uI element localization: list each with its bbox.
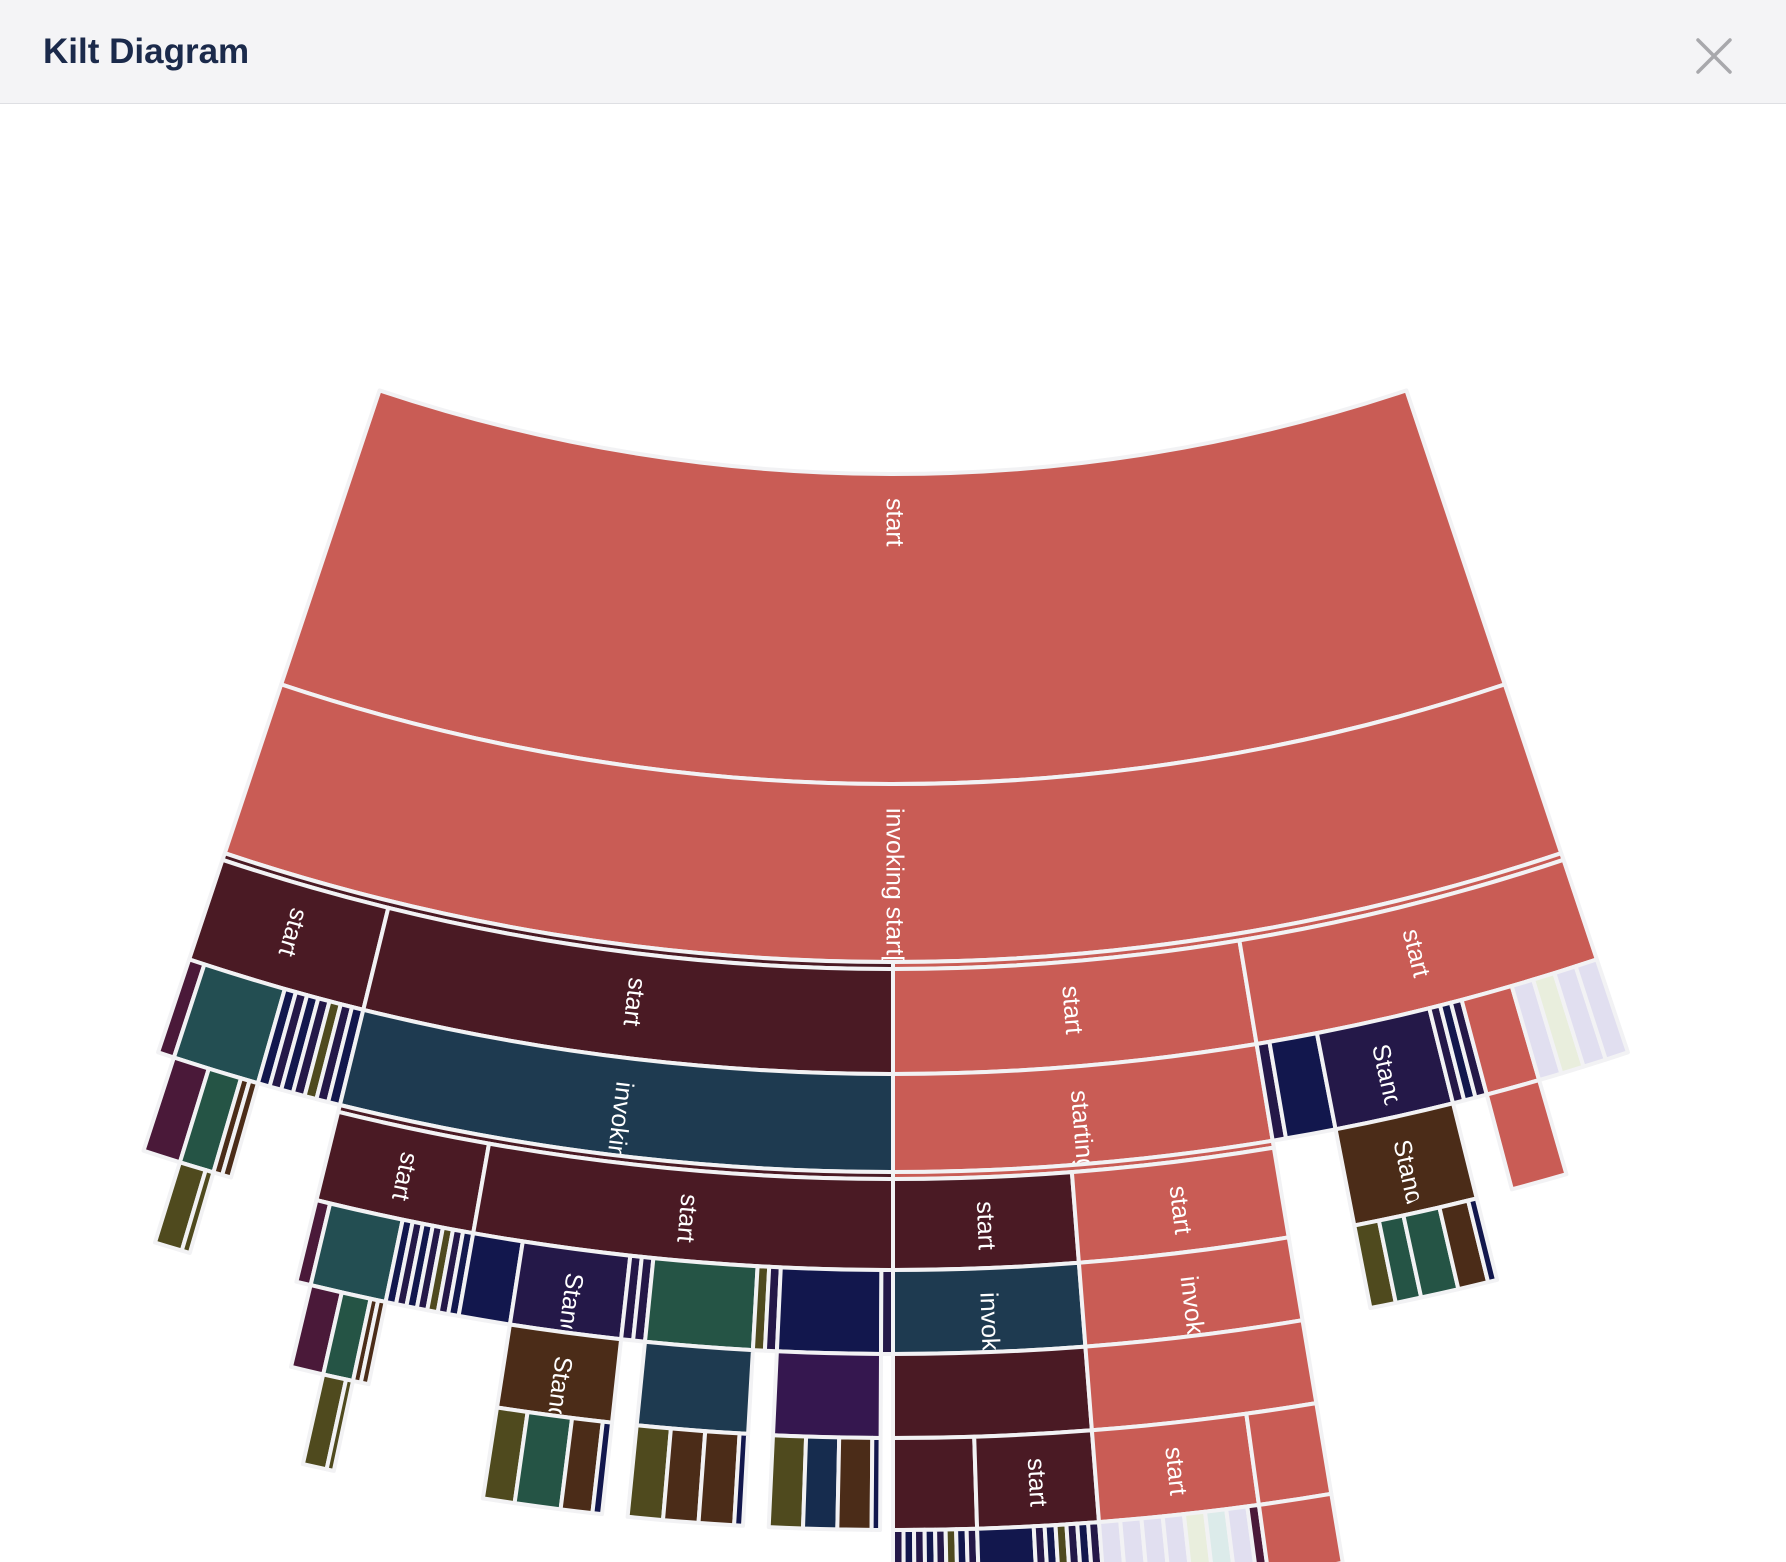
kilt-node-d11c[interactable] — [1139, 1514, 1170, 1562]
kilt-node-label: start — [618, 976, 652, 1028]
kilt-node-d11b[interactable] — [1118, 1516, 1148, 1562]
kilt-node-label: start — [671, 1193, 703, 1244]
kilt-node-label: start — [1022, 1457, 1053, 1507]
modal-title: Kilt Diagram — [43, 32, 250, 71]
kilt-node-b81c[interactable] — [835, 1435, 875, 1532]
kilt-node-label: start — [1056, 985, 1088, 1036]
kilt-node-r2g1[interactable] — [1484, 1078, 1569, 1192]
kilt-node-d11h[interactable] — [1245, 1502, 1269, 1562]
kilt-node-label: start — [971, 1201, 1001, 1251]
kilt-node-b81d[interactable] — [869, 1435, 883, 1532]
kilt-node-c1c[interactable] — [891, 1344, 1094, 1440]
kilt-node-d11e[interactable] — [1181, 1509, 1213, 1562]
kilt-node-start-root[interactable] — [279, 388, 1507, 786]
kilt-node-l1b2b[interactable] — [179, 1168, 216, 1255]
kilt-node-c11e[interactable] — [933, 1527, 949, 1562]
close-button[interactable] — [1688, 30, 1740, 82]
kilt-node-d12a[interactable] — [1256, 1491, 1345, 1562]
kilt-node-b51d[interactable] — [732, 1431, 751, 1528]
kilt-node-label: invoking start[] — [880, 808, 908, 969]
kilt-node-b51[interactable] — [634, 1339, 755, 1436]
kilt-node-d11d[interactable] — [1160, 1512, 1192, 1562]
kilt-node-b81b[interactable] — [801, 1434, 842, 1532]
kilt-node-r2c1e[interactable] — [1466, 1196, 1499, 1285]
kilt-node-c11b[interactable] — [901, 1527, 917, 1562]
kilt-node-a24[interactable] — [358, 1298, 388, 1387]
kilt-node-c11f[interactable] — [943, 1527, 959, 1562]
kilt-node-c12a[interactable] — [975, 1524, 1038, 1562]
kilt-node-label: start — [1163, 1184, 1197, 1236]
kilt-node-d11a[interactable] — [1097, 1518, 1126, 1562]
kilt-node-label: start — [1159, 1445, 1192, 1496]
modal-header: Kilt Diagram — [0, 0, 1786, 104]
kilt-node-b21d[interactable] — [590, 1419, 614, 1517]
close-icon — [1696, 38, 1732, 74]
kilt-node-b8[interactable] — [774, 1265, 884, 1356]
kilt-node-b81[interactable] — [771, 1349, 883, 1440]
kilt-node-c11h[interactable] — [964, 1526, 981, 1562]
kilt-node-label: start — [880, 498, 908, 547]
kilt-node-c11g[interactable] — [954, 1527, 970, 1562]
kilt-node-d12[interactable] — [1244, 1401, 1334, 1507]
kilt-node-r2k[interactable] — [1573, 957, 1630, 1062]
kilt-node-b81a[interactable] — [766, 1433, 809, 1531]
kilt-node-c11d[interactable] — [922, 1527, 938, 1562]
kilt-node-b5[interactable] — [643, 1256, 760, 1353]
kilt-node-l1b4[interactable] — [220, 1078, 260, 1180]
kilt-node-c11[interactable] — [891, 1434, 980, 1533]
kilt-node-a22b[interactable] — [324, 1377, 355, 1473]
kilt-node-c11c[interactable] — [912, 1527, 927, 1562]
kilt-node-c11a[interactable] — [891, 1528, 906, 1562]
